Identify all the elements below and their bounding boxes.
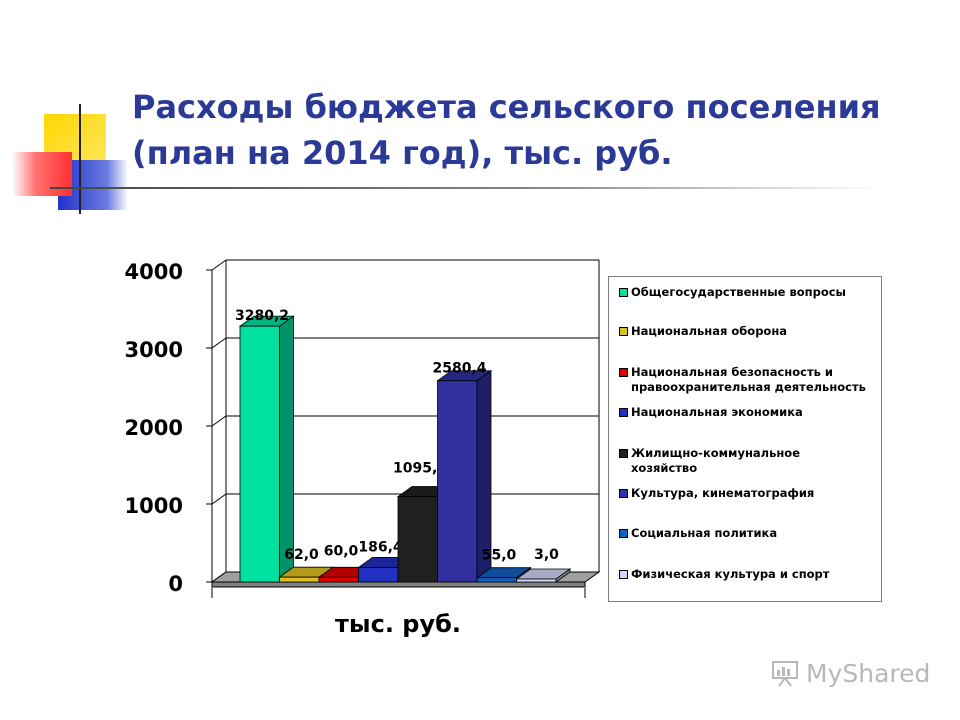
gridline-side (211, 415, 227, 427)
bar (397, 496, 438, 583)
legend-swatch (619, 327, 628, 336)
legend-label: Социальная политика (631, 526, 778, 540)
y-tick-label: 2000 (125, 416, 183, 440)
legend-swatch (619, 449, 628, 458)
chart-floor-front (211, 581, 586, 588)
legend-label: Национальная экономика (631, 405, 803, 419)
legend-label: Общегосударственные вопросы (631, 285, 846, 299)
bar (239, 325, 280, 583)
bar (437, 380, 478, 583)
gridline-side (211, 493, 227, 505)
legend-swatch (619, 529, 628, 538)
y-tick-label: 1000 (125, 494, 183, 518)
data-label: 3280,2 (235, 308, 289, 324)
data-label: 60,0 (324, 543, 359, 559)
data-label: 3,0 (534, 547, 559, 563)
data-label: 55,0 (482, 548, 517, 564)
watermark-logo: MyShared (770, 656, 930, 690)
bar (318, 576, 359, 583)
legend-swatch (619, 570, 628, 579)
y-tick-label: 4000 (125, 260, 183, 284)
bar (476, 577, 517, 583)
data-label: 2580,4 (432, 361, 486, 377)
gridline-side (211, 337, 227, 349)
gridline-side (211, 259, 227, 271)
y-tick-label: 0 (168, 572, 183, 596)
data-label: 62,0 (284, 547, 319, 563)
bar-side (279, 315, 294, 583)
page-title: Расходы бюджета сельского поселения (пла… (132, 88, 881, 172)
data-label: 1095,3 (393, 461, 447, 477)
legend-swatch (619, 288, 628, 297)
legend-label: Физическая культура и спорт (631, 567, 830, 581)
watermark-text: MyShared (806, 658, 931, 688)
legend-label: Национальная оборона (631, 324, 788, 338)
presentation-icon (772, 661, 798, 687)
legend-label: Культура, кинематография (631, 486, 815, 500)
decor-vertical-line (79, 104, 81, 214)
bar (358, 567, 399, 583)
data-label: 186,4 (358, 539, 403, 555)
title-underline (50, 187, 880, 189)
legend-swatch (619, 368, 628, 377)
chart-legend: Общегосударственные вопросы Национальная … (608, 276, 882, 602)
legend-label: Национальная безопасность и правоохранит… (631, 365, 866, 394)
bar (279, 576, 320, 583)
x-axis-label: тыс. руб. (335, 610, 461, 638)
legend-swatch (619, 408, 628, 417)
y-tick-label: 3000 (125, 338, 183, 362)
bar (516, 578, 557, 583)
legend-label: Жилищно-коммунальное хозяйство (631, 446, 800, 475)
legend-swatch (619, 489, 628, 498)
